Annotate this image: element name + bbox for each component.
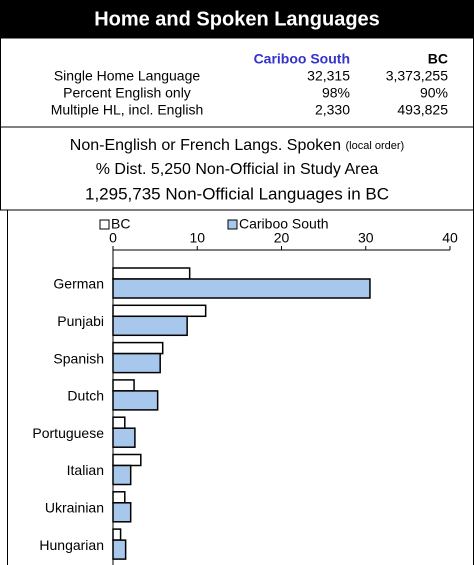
header-bar xyxy=(0,0,474,38)
row-label: Single Home Language xyxy=(54,68,201,84)
y-tick-label: German xyxy=(53,276,104,292)
legend-label: Cariboo South xyxy=(239,216,329,232)
cell: 90% xyxy=(420,85,448,101)
notes-heading-text: Non-English or French Langs. Spoken xyxy=(70,137,341,154)
y-tick-label: Spanish xyxy=(53,350,104,366)
cell: 493,825 xyxy=(397,102,448,118)
x-tick-label: 20 xyxy=(274,230,290,246)
bar xyxy=(112,464,132,486)
bar xyxy=(112,315,188,337)
bar xyxy=(112,453,142,467)
bar xyxy=(112,304,207,318)
x-tick-label: 0 xyxy=(109,230,117,246)
bar xyxy=(112,416,126,429)
bar xyxy=(112,502,132,523)
cell: 32,315 xyxy=(307,68,350,84)
x-tick-label: 40 xyxy=(442,230,458,246)
cell: 98% xyxy=(322,85,350,101)
cell: 2,330 xyxy=(315,102,350,118)
notes-line: 1,295,735 Non-Official Languages in BC xyxy=(85,184,389,203)
bar xyxy=(112,491,126,504)
x-tick-label: 10 xyxy=(189,230,205,246)
y-tick-label: Italian xyxy=(67,462,104,478)
header-title: Home and Spoken Languages xyxy=(94,8,380,30)
legend-label: BC xyxy=(111,216,130,232)
bar xyxy=(112,267,191,280)
notes-heading: Non-English or French Langs. Spoken (loc… xyxy=(70,137,404,154)
bar xyxy=(112,352,161,374)
bar xyxy=(112,390,159,411)
bar xyxy=(112,539,127,560)
notes-qualifier: (local order) xyxy=(346,140,405,152)
column-header: Cariboo South xyxy=(254,51,350,67)
row-label: Percent English only xyxy=(63,85,191,101)
bar xyxy=(112,427,136,448)
bar xyxy=(112,278,371,299)
y-tick-label: Dutch xyxy=(67,388,104,404)
x-tick-label: 30 xyxy=(358,230,374,246)
cell: 3,373,255 xyxy=(386,68,448,84)
legend-swatch xyxy=(99,219,110,230)
legend-swatch xyxy=(227,219,238,230)
row-label: Multiple HL, incl. English xyxy=(51,102,204,118)
notes-line: % Dist. 5,250 Non-Official in Study Area xyxy=(96,161,379,178)
column-header: BC xyxy=(428,51,448,67)
bar xyxy=(112,528,122,541)
y-tick-label: Portuguese xyxy=(32,425,104,441)
y-tick-label: Punjabi xyxy=(57,313,104,329)
y-tick-label: Hungarian xyxy=(39,537,104,553)
bar xyxy=(112,379,135,392)
bar xyxy=(112,341,164,355)
y-tick-label: Ukrainian xyxy=(45,500,104,516)
